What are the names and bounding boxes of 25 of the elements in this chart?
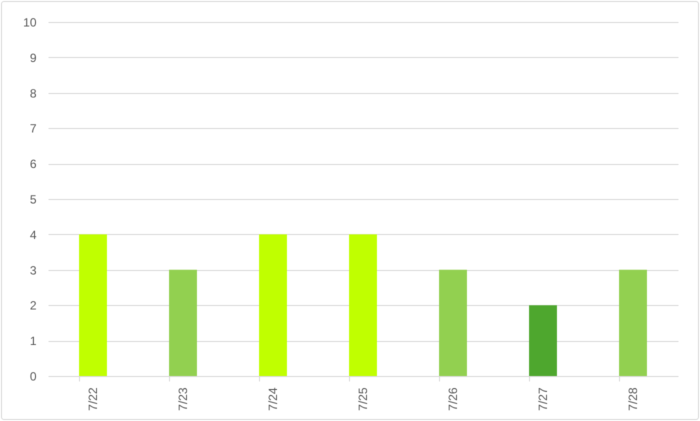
x-tick-label: 7/23 [176, 387, 190, 411]
bar [79, 234, 107, 376]
y-tick-label: 6 [30, 157, 37, 172]
y-tick-label: 0 [30, 370, 37, 384]
bar [349, 234, 377, 376]
bar [439, 270, 467, 376]
x-tick-label: 7/25 [356, 387, 370, 411]
y-tick-label: 4 [30, 228, 37, 242]
y-tick-label: 10 [23, 16, 37, 30]
x-tick-label: 7/28 [626, 387, 640, 411]
y-tick-label: 3 [30, 263, 37, 278]
bar [529, 305, 557, 376]
y-tick-label: 2 [30, 298, 37, 313]
x-tick-label: 7/27 [536, 387, 550, 411]
x-tick-label: 7/26 [446, 387, 460, 411]
y-tick-label: 7 [30, 122, 37, 136]
bar [169, 270, 197, 376]
y-tick-label: 9 [30, 50, 37, 65]
y-tick-label: 5 [30, 192, 37, 206]
bar [619, 270, 647, 376]
x-tick-label: 7/22 [86, 387, 100, 411]
x-tick-label: 7/24 [266, 387, 280, 411]
y-tick-label: 8 [30, 86, 37, 100]
bar [259, 234, 287, 376]
y-tick-label: 1 [30, 334, 37, 348]
